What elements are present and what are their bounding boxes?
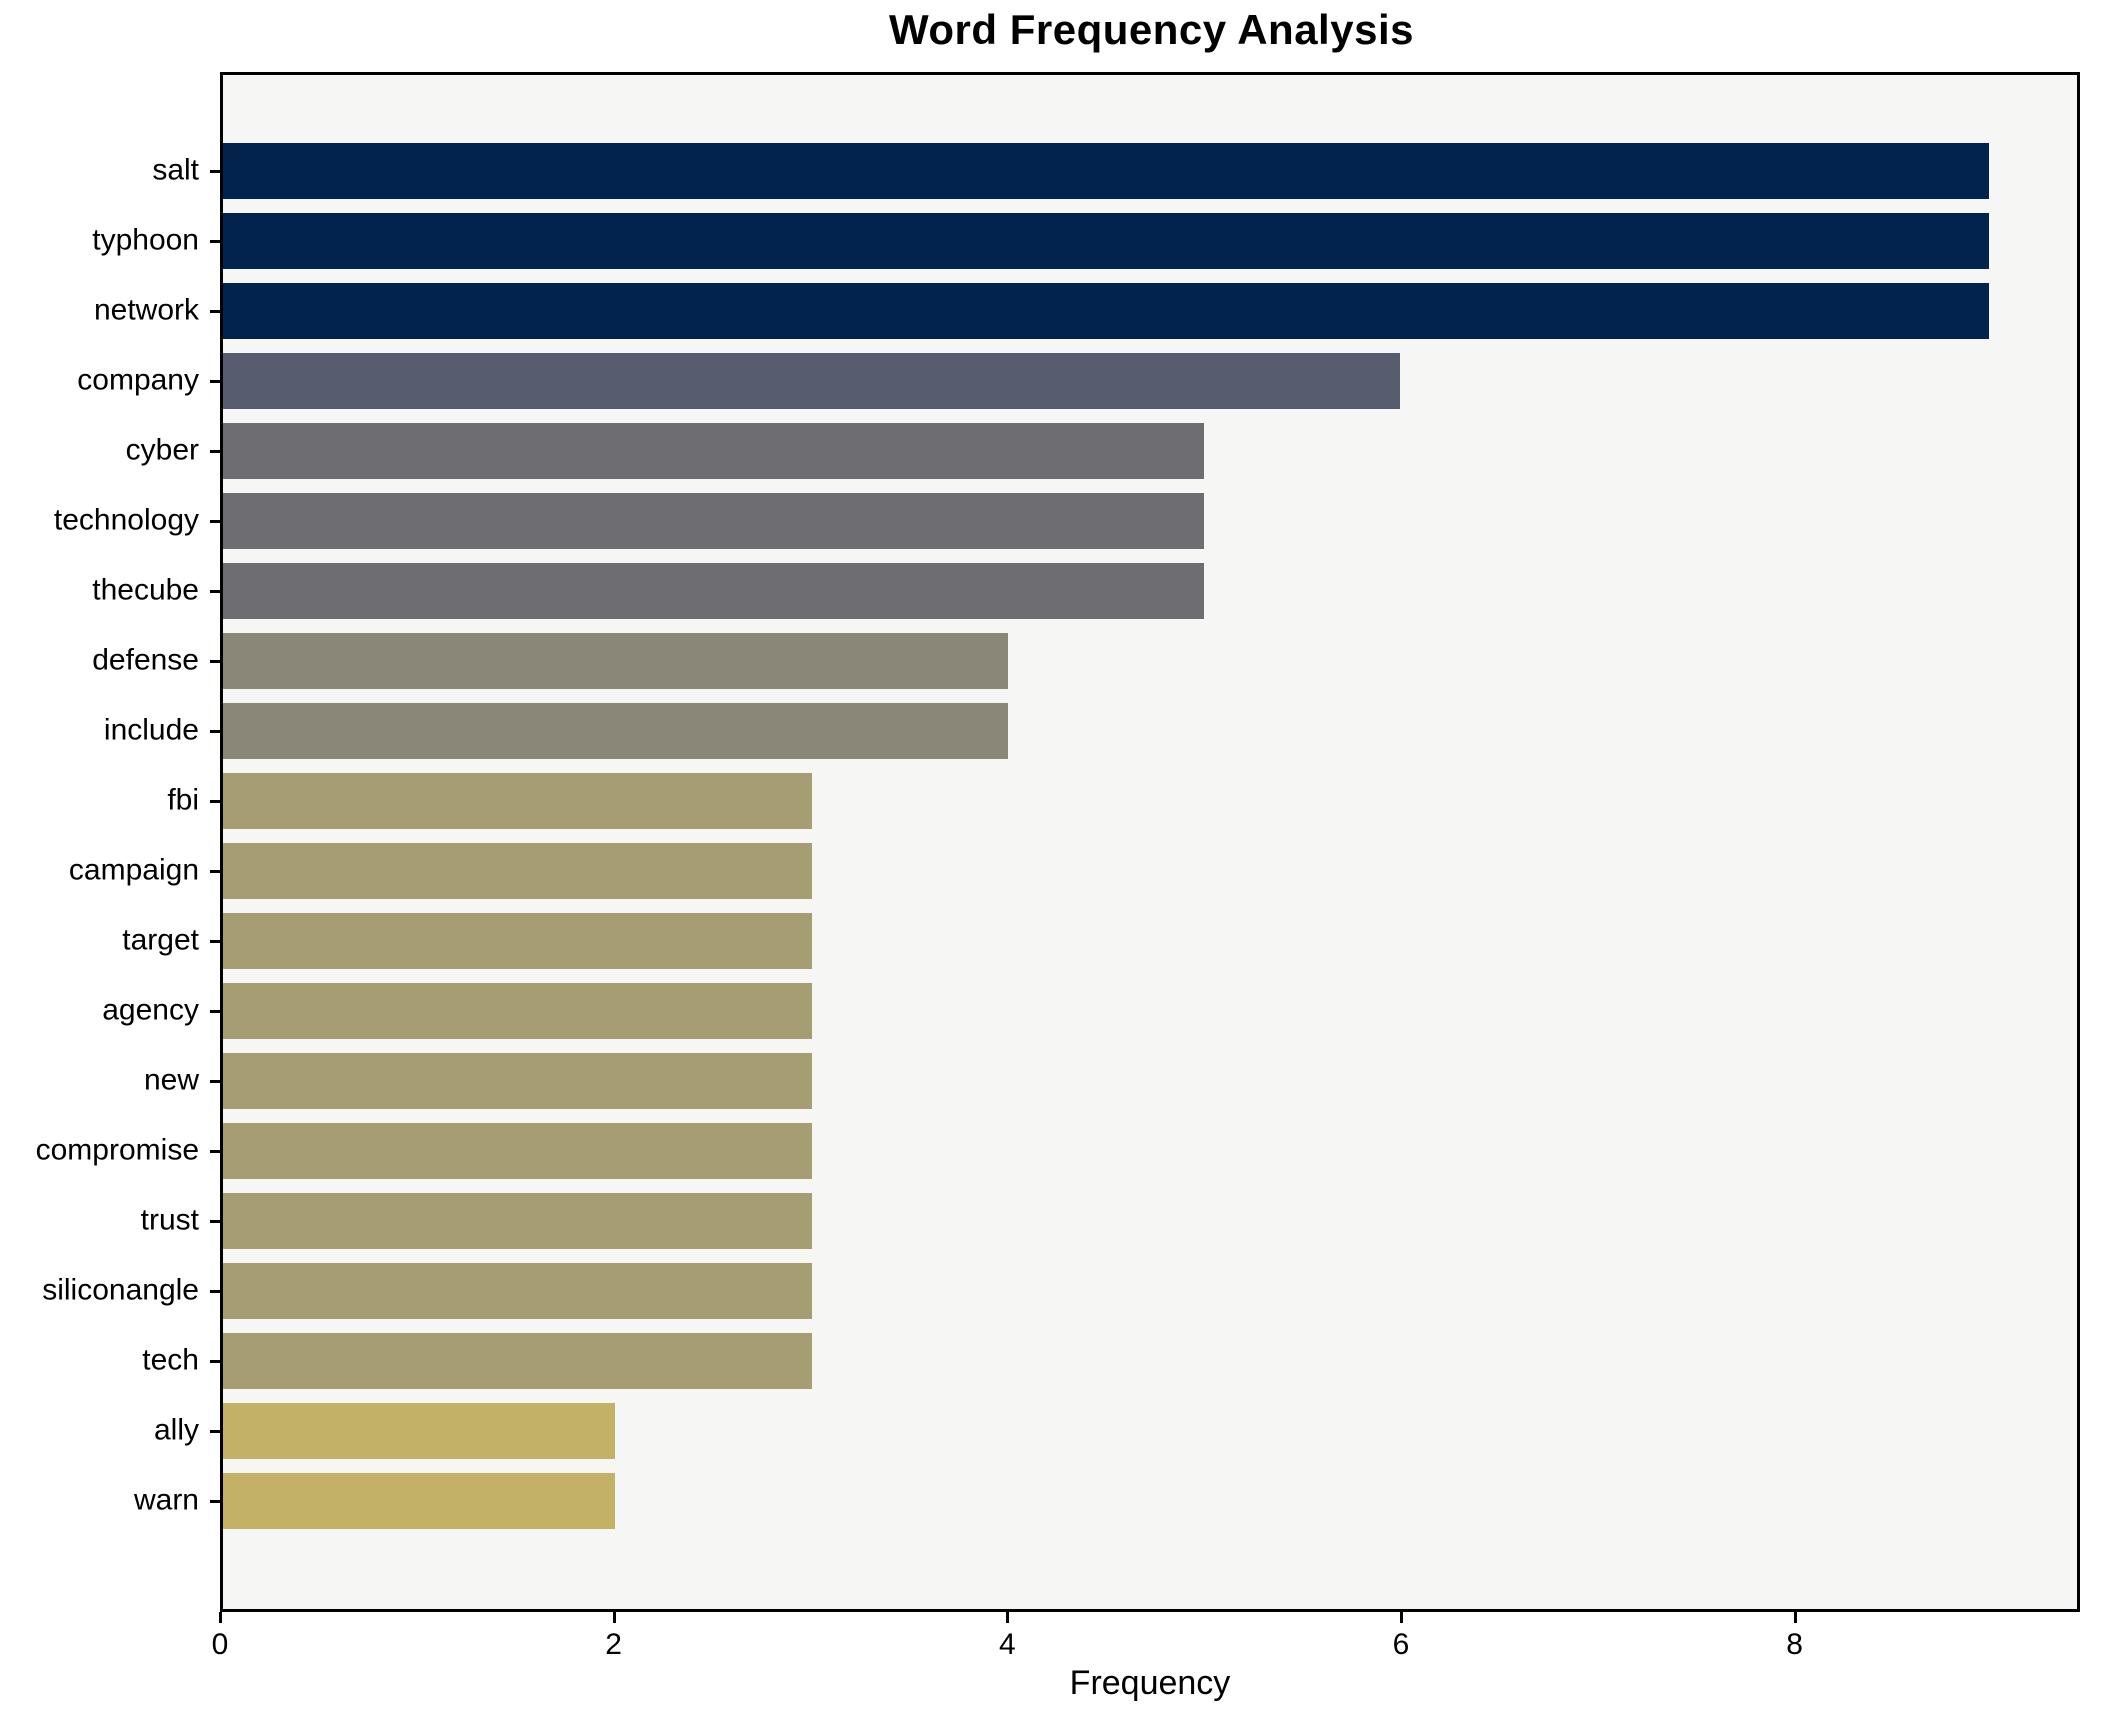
y-tick-label: fbi <box>167 783 199 817</box>
bar-row: include <box>104 696 2077 766</box>
bar-row: new <box>144 1046 2077 1116</box>
y-tick-mark <box>210 240 220 243</box>
y-tick-label: company <box>77 363 199 397</box>
y-tick-label: agency <box>102 993 199 1027</box>
bar-row: typhoon <box>92 206 2077 276</box>
bar <box>223 1403 616 1459</box>
y-tick-mark <box>210 800 220 803</box>
y-tick-mark <box>210 1080 220 1083</box>
y-tick-mark <box>210 1500 220 1503</box>
y-tick-label: ally <box>153 1413 199 1447</box>
y-tick-mark <box>210 170 220 173</box>
bar-row: warn <box>134 1466 2077 1536</box>
bar <box>223 143 1989 199</box>
y-tick-mark <box>210 940 220 943</box>
y-tick-label: defense <box>92 643 199 677</box>
y-tick-mark <box>210 520 220 523</box>
y-tick-label: tech <box>142 1343 199 1377</box>
bar-row: campaign <box>69 836 2077 906</box>
bar <box>223 1333 812 1389</box>
bar <box>223 213 1989 269</box>
y-tick-label: target <box>122 923 199 957</box>
bar-row: ally <box>154 1396 2077 1466</box>
y-tick-label: warn <box>133 1483 199 1517</box>
bar <box>223 353 1401 409</box>
y-tick-mark <box>210 1010 220 1013</box>
y-tick-label: thecube <box>92 573 199 607</box>
chart-title: Word Frequency Analysis <box>889 6 1414 53</box>
y-tick-mark <box>210 1360 220 1363</box>
y-tick-mark <box>210 310 220 313</box>
bar-row: network <box>94 276 2077 346</box>
bar-row: trust <box>141 1186 2077 1256</box>
bar <box>223 913 812 969</box>
bar <box>223 843 812 899</box>
bar <box>223 283 1989 339</box>
y-tick-label: trust <box>140 1203 199 1237</box>
y-tick-mark <box>210 1430 220 1433</box>
bar-row: compromise <box>36 1116 2077 1186</box>
bar <box>223 1473 616 1529</box>
bar-row: agency <box>102 976 2077 1046</box>
y-tick-label: compromise <box>35 1133 199 1167</box>
y-tick-mark <box>210 660 220 663</box>
y-tick-label: siliconangle <box>42 1273 199 1307</box>
bar <box>223 633 1008 689</box>
y-tick-mark <box>210 1290 220 1293</box>
x-tick-mark <box>1006 1612 1010 1623</box>
y-tick-mark <box>210 870 220 873</box>
bar-row: salt <box>152 136 2077 206</box>
x-tick-mark <box>1399 1612 1403 1623</box>
y-tick-mark <box>210 450 220 453</box>
bar <box>223 1263 812 1319</box>
x-tick-mark <box>219 1612 222 1623</box>
x-axis-title: Frequency <box>1069 1664 1231 1702</box>
bar-row: fbi <box>167 766 2077 836</box>
bar <box>223 773 812 829</box>
x-tick-mark <box>612 1612 616 1623</box>
x-tick-label: 0 <box>211 1628 229 1661</box>
plot-area: salt typhoon network company cyber techn… <box>36 72 2080 1612</box>
bar <box>223 1193 812 1249</box>
y-tick-label: new <box>143 1063 199 1097</box>
bar-row: tech <box>142 1326 2077 1396</box>
bar <box>223 703 1008 759</box>
x-tick-label: 8 <box>1786 1628 1803 1661</box>
bar-row: cyber <box>126 416 2077 486</box>
y-tick-label: include <box>103 713 199 747</box>
y-tick-label: salt <box>152 153 199 187</box>
x-tick-mark <box>1793 1612 1797 1623</box>
y-tick-label: campaign <box>68 853 199 887</box>
x-tick-label: 2 <box>605 1628 622 1661</box>
bar <box>223 423 1204 479</box>
y-tick-label: typhoon <box>92 223 199 257</box>
y-tick-mark <box>210 1220 220 1223</box>
bar <box>223 983 812 1039</box>
bar <box>223 1053 812 1109</box>
y-tick-mark <box>210 590 220 593</box>
y-tick-label: network <box>93 293 199 327</box>
bar-row: technology <box>54 486 2077 556</box>
y-tick-mark <box>210 380 220 383</box>
y-tick-mark <box>210 730 220 733</box>
bar-row: siliconangle <box>42 1256 2077 1326</box>
y-tick-label: cyber <box>125 433 199 467</box>
bar-row: thecube <box>92 556 2077 626</box>
bar <box>223 1123 812 1179</box>
bar-row: target <box>122 906 2077 976</box>
x-tick-label: 6 <box>1392 1628 1410 1661</box>
bar-row: company <box>77 346 2077 416</box>
bar-row: defense <box>92 626 2077 696</box>
y-tick-label: technology <box>53 503 199 537</box>
x-tick-label: 4 <box>998 1628 1016 1661</box>
bar <box>223 563 1204 619</box>
y-tick-mark <box>210 1150 220 1153</box>
bar <box>223 493 1204 549</box>
x-axis: 0 2 4 6 8 <box>212 1612 2080 1722</box>
bars-container: salt typhoon network company cyber techn… <box>36 75 2077 1609</box>
